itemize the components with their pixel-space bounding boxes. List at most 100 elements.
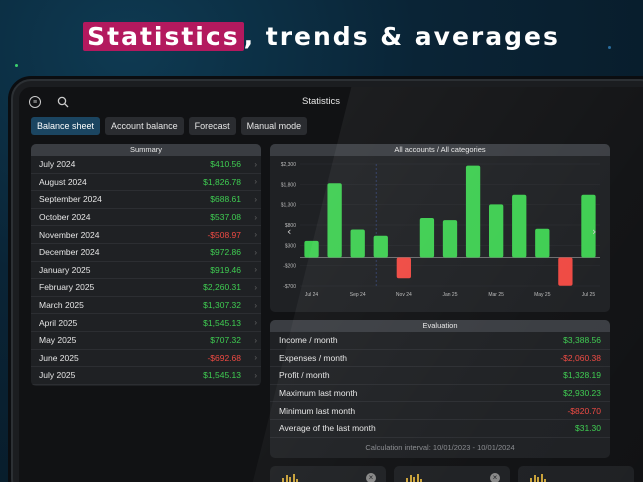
- chart-bar: [581, 194, 596, 258]
- evaluation-row-value: -$820.70: [567, 405, 601, 416]
- evaluation-panel: Evaluation Income / month $3,388.56 Expens…: [270, 320, 610, 458]
- chevron-right-icon: ›: [254, 370, 257, 380]
- summary-row-value: $707.32: [210, 335, 241, 346]
- summary-row-label: July 2024: [39, 159, 76, 170]
- evaluation-list: Income / month $3,388.56 Expenses / month -…: [270, 332, 610, 438]
- chevron-right-icon: ›: [254, 282, 257, 292]
- evaluation-row: Average of the last month $31.30: [270, 420, 610, 438]
- chevron-right-icon: ›: [254, 212, 257, 222]
- summary-row[interactable]: July 2025 $1,545.13 ›: [31, 367, 261, 385]
- chart-bar: [327, 183, 342, 258]
- chart-bar: [373, 235, 388, 258]
- evaluation-row: Maximum last month $2,930.23: [270, 385, 610, 403]
- summary-row-label: April 2025: [39, 317, 78, 328]
- chart-bar: [489, 204, 504, 258]
- y-tick-label: -$200: [283, 264, 296, 270]
- chart-panel: All accounts / All categories $2,300 $1,8…: [270, 144, 610, 312]
- mini-chart-widget[interactable]: [518, 466, 634, 482]
- y-tick-label: $300: [285, 243, 296, 249]
- summary-row[interactable]: October 2024 $537.08 ›: [31, 209, 261, 227]
- summary-row-value: -$692.68: [207, 352, 241, 363]
- summary-row-label: August 2024: [39, 176, 87, 187]
- summary-row[interactable]: April 2025 $1,545.13 ›: [31, 314, 261, 332]
- chart-bar: [419, 217, 435, 258]
- summary-row-label: December 2024: [39, 247, 100, 258]
- x-tick-label: May 25: [534, 292, 551, 298]
- chevron-right-icon: ›: [254, 353, 257, 363]
- evaluation-row-value: $31.30: [575, 423, 601, 434]
- evaluation-row-label: Profit / month: [279, 370, 330, 381]
- chevron-right-icon: ›: [254, 318, 257, 328]
- y-tick-label: -$700: [283, 284, 296, 290]
- search-icon[interactable]: [57, 96, 69, 108]
- screen-title: Statistics: [301, 96, 340, 107]
- evaluation-row-label: Minimum last month: [279, 405, 356, 416]
- summary-row-label: June 2025: [39, 352, 79, 363]
- summary-row[interactable]: May 2025 $707.32 ›: [31, 332, 261, 350]
- summary-row-value: $688.61: [210, 194, 241, 205]
- summary-row[interactable]: August 2024 $1,826.78 ›: [31, 174, 261, 192]
- chevron-left-icon[interactable]: ‹: [287, 225, 291, 238]
- x-tick-label: Jan 25: [442, 292, 457, 298]
- evaluation-row: Income / month $3,388.56: [270, 332, 610, 350]
- y-tick-label: $2,300: [281, 162, 297, 168]
- y-tick-label: $800: [285, 223, 296, 229]
- filter-icon[interactable]: ≡: [29, 96, 41, 108]
- summary-row[interactable]: June 2025 -$692.68 ›: [31, 350, 261, 368]
- summary-row-value: $919.46: [210, 264, 241, 275]
- close-icon[interactable]: ×: [366, 473, 376, 482]
- mini-chart-widget[interactable]: ×: [270, 466, 386, 482]
- summary-row-value: $1,545.13: [203, 317, 241, 328]
- tab-manual-mode[interactable]: Manual mode: [240, 117, 308, 135]
- summary-row-label: July 2025: [39, 370, 76, 381]
- summary-row-value: $972.86: [210, 247, 241, 258]
- close-icon[interactable]: ×: [490, 473, 500, 482]
- chart-bar: [512, 194, 527, 258]
- mini-chart-widget[interactable]: ×: [394, 466, 510, 482]
- chevron-right-icon: ›: [254, 247, 257, 257]
- top-bar: ≡ Statistics: [19, 93, 623, 113]
- evaluation-row: Profit / month $1,328.19: [270, 367, 610, 385]
- chevron-right-icon: ›: [254, 230, 257, 240]
- summary-row[interactable]: July 2024 $410.56 ›: [31, 156, 261, 174]
- chart-bar: [442, 220, 458, 258]
- calculation-interval: Calculation interval: 10/01/2023 - 10/01…: [365, 442, 515, 452]
- x-tick-label: Nov 24: [396, 292, 412, 298]
- summary-panel: Summary July 2024 $410.56 › August 2024 $1,8…: [31, 144, 261, 386]
- x-tick-label: Jul 24: [305, 292, 319, 298]
- evaluation-row-label: Expenses / month: [279, 352, 348, 363]
- summary-row-label: February 2025: [39, 282, 95, 293]
- hero-highlight: Statistics: [83, 22, 244, 51]
- summary-row-label: October 2024: [39, 212, 91, 223]
- mini-bars-icon: [406, 474, 422, 482]
- chevron-right-icon[interactable]: ›: [592, 225, 596, 238]
- summary-row[interactable]: December 2024 $972.86 ›: [31, 244, 261, 262]
- mini-bars-icon: [282, 474, 298, 482]
- mini-bars-icon: [530, 474, 546, 482]
- hero-heading: Statistics, trends & averages: [0, 22, 643, 51]
- chart-bar: [558, 257, 573, 286]
- chart-bar: [535, 228, 550, 258]
- summary-row[interactable]: January 2025 $919.46 ›: [31, 262, 261, 280]
- summary-row-label: September 2024: [39, 194, 102, 205]
- bar-chart[interactable]: $2,300 $1,800 $1,300 $800 $300 -$200 -$700 Jul …: [270, 156, 610, 312]
- summary-row-value: $537.08: [210, 212, 241, 223]
- summary-row[interactable]: February 2025 $2,260.31 ›: [31, 279, 261, 297]
- summary-row[interactable]: November 2024 -$508.97 ›: [31, 226, 261, 244]
- tab-balance-sheet[interactable]: Balance sheet: [31, 117, 101, 135]
- summary-row[interactable]: March 2025 $1,307.32 ›: [31, 297, 261, 315]
- tab-account-balance[interactable]: Account balance: [105, 117, 184, 135]
- summary-row[interactable]: September 2024 $688.61 ›: [31, 191, 261, 209]
- tab-forecast[interactable]: Forecast: [188, 117, 236, 135]
- tab-bar: Balance sheet Account balance Forecast M…: [31, 117, 308, 135]
- summary-row-value: $1,307.32: [203, 300, 241, 311]
- summary-row-value: -$508.97: [207, 229, 241, 240]
- summary-row-value: $1,826.78: [203, 176, 241, 187]
- chevron-right-icon: ›: [254, 335, 257, 345]
- summary-row-value: $2,260.31: [203, 282, 241, 293]
- chevron-right-icon: ›: [254, 265, 257, 275]
- hero-rest: , trends & averages: [243, 22, 560, 51]
- chevron-right-icon: ›: [254, 194, 257, 204]
- evaluation-row: Expenses / month -$2,060.38: [270, 350, 610, 368]
- x-tick-label: Sep 24: [350, 292, 366, 298]
